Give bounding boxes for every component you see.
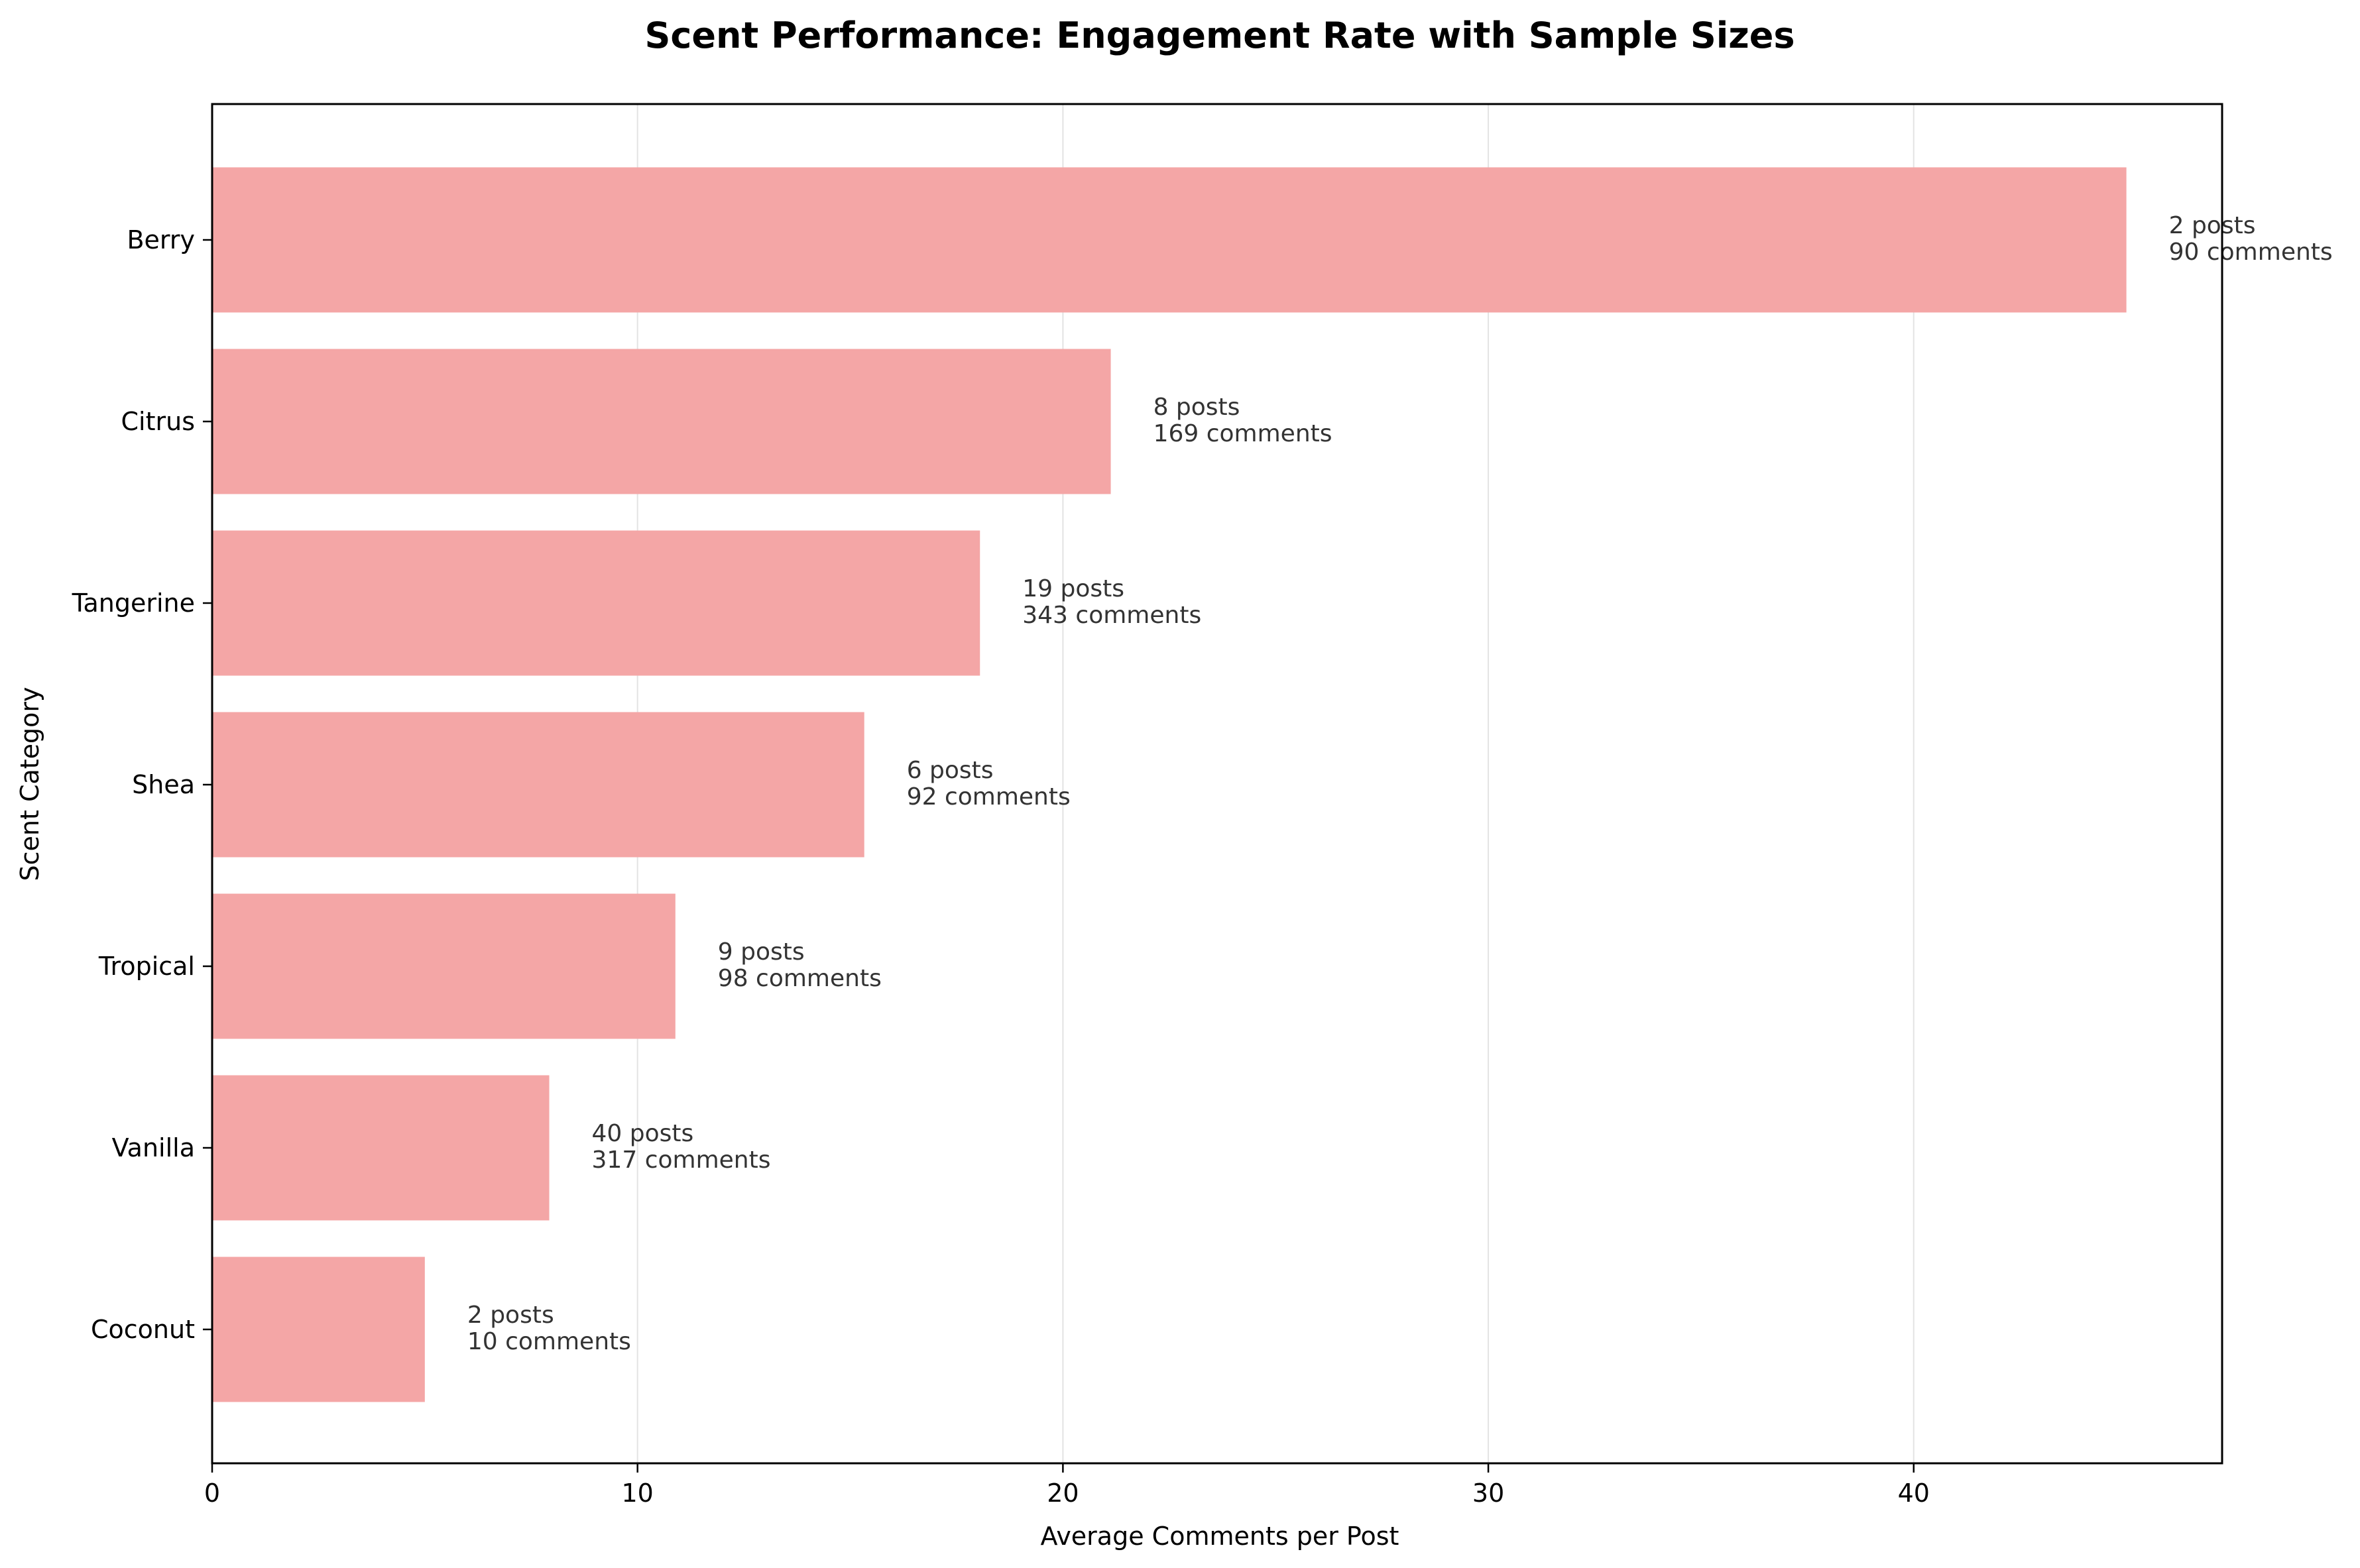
data-label-comments: 92 comments [907,783,1071,811]
plot-frame [211,103,2223,1465]
y-tick-label: Tropical [98,952,195,981]
data-label-comments: 98 comments [718,965,882,992]
y-tick-label: Vanilla [112,1133,195,1162]
grid-lines [636,104,1915,1463]
x-tick-label: 10 [622,1479,654,1508]
data-label-comments: 10 comments [467,1328,631,1355]
x-axis-label: Average Comments per Post [1041,1522,1399,1551]
chart-title: Scent Performance: Engagement Rate with … [645,15,1795,56]
x-tick-label: 40 [1898,1479,1930,1508]
y-axis-label: Scent Category [15,687,44,881]
y-axis-ticks: Berry Citrus Tangerine Shea Tropical Vanilla C… [72,225,212,1344]
data-label-posts: 9 posts [718,938,805,966]
x-axis-ticks: 0 10 20 30 40 [204,1463,1930,1508]
data-label-posts: 8 posts [1153,394,1240,421]
bar-tangerine [212,530,980,676]
data-label-posts: 2 posts [2169,212,2256,239]
bar-shea [212,712,864,858]
data-label-posts: 6 posts [907,757,994,784]
data-label-comments: 317 comments [592,1147,771,1174]
y-tick-label: Coconut [91,1315,195,1344]
x-tick-label: 30 [1472,1479,1504,1508]
data-label-comments: 90 comments [2169,239,2333,266]
bar-berry [212,167,2127,313]
y-tick-label: Shea [132,770,195,799]
bar-citrus [212,349,1111,494]
y-tick-label: Berry [127,225,195,254]
bar-tropical [212,893,676,1039]
y-tick-label: Citrus [121,407,196,436]
x-tick-label: 0 [204,1479,220,1508]
bar-coconut [212,1257,425,1402]
bars [212,167,2127,1402]
x-tick-label: 20 [1047,1479,1079,1508]
data-label-posts: 40 posts [592,1120,694,1147]
data-label-comments: 343 comments [1022,602,1201,629]
data-label-posts: 19 posts [1022,575,1124,602]
bar-vanilla [212,1075,550,1221]
y-tick-label: Tangerine [72,588,195,618]
data-label-posts: 2 posts [467,1302,554,1329]
data-label-comments: 169 comments [1153,420,1332,447]
